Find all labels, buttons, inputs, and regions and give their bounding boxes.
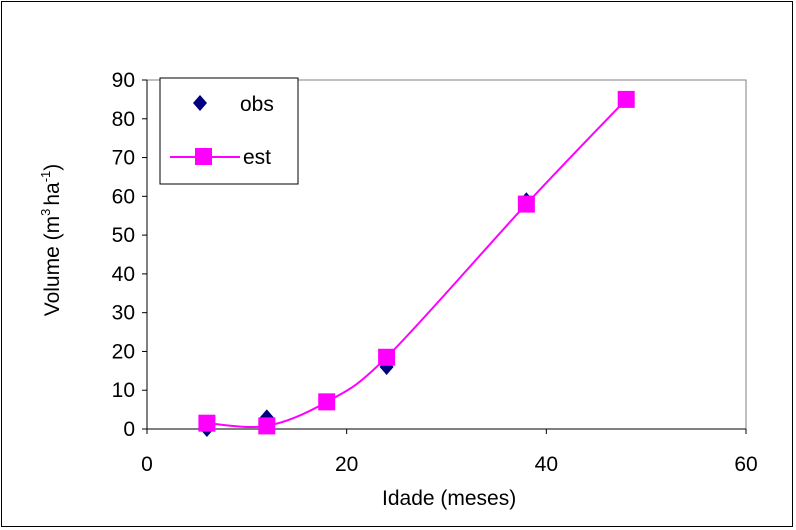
y-axis-title: Volume (m3 ha-1) bbox=[38, 164, 64, 317]
est-point bbox=[258, 417, 276, 435]
legend-box bbox=[159, 77, 299, 185]
y-axis-title-sup-minus-1: -1 bbox=[38, 171, 53, 183]
est-point bbox=[198, 414, 216, 432]
x-axis-title: Idade (meses) bbox=[382, 487, 516, 510]
legend-est-marker bbox=[195, 148, 212, 165]
legend-obs-marker bbox=[193, 95, 207, 111]
axes: 0 10 20 30 40 50 60 70 80 90 0 20 40 60 bbox=[112, 69, 758, 476]
x-tick-label: 20 bbox=[335, 453, 358, 476]
x-tick-label: 40 bbox=[535, 453, 558, 476]
y-tick-label: 50 bbox=[112, 224, 135, 247]
y-tick-label: 40 bbox=[112, 263, 135, 286]
y-axis-title-prefix: Volume (m bbox=[41, 216, 64, 316]
est-point bbox=[517, 195, 535, 213]
est-point bbox=[318, 393, 336, 411]
y-axis-title-ha: ha bbox=[41, 182, 64, 206]
y-tick-label: 70 bbox=[112, 147, 135, 170]
series-layer bbox=[198, 90, 635, 437]
y-tick-label: 10 bbox=[112, 379, 135, 402]
legend: obs est bbox=[159, 77, 299, 185]
y-tick-label: 80 bbox=[112, 108, 135, 131]
y-tick-label: 20 bbox=[112, 340, 135, 363]
y-tick-label: 30 bbox=[112, 302, 135, 325]
y-axis-title-sup-3: 3 bbox=[38, 209, 53, 216]
y-tick-label: 60 bbox=[112, 185, 135, 208]
y-tick-label: 0 bbox=[123, 418, 135, 441]
svg-text:Volume (m3ha-1): Volume (m3 ha-1) bbox=[38, 164, 64, 317]
legend-obs-label: obs bbox=[240, 93, 274, 116]
y-axis-title-suffix: ) bbox=[41, 164, 64, 171]
x-tick-label: 60 bbox=[734, 453, 757, 476]
est-point bbox=[617, 90, 635, 108]
y-tick-label: 90 bbox=[112, 69, 135, 92]
legend-est-label: est bbox=[243, 146, 271, 169]
est-point bbox=[378, 348, 396, 366]
x-tick-label: 0 bbox=[141, 453, 153, 476]
